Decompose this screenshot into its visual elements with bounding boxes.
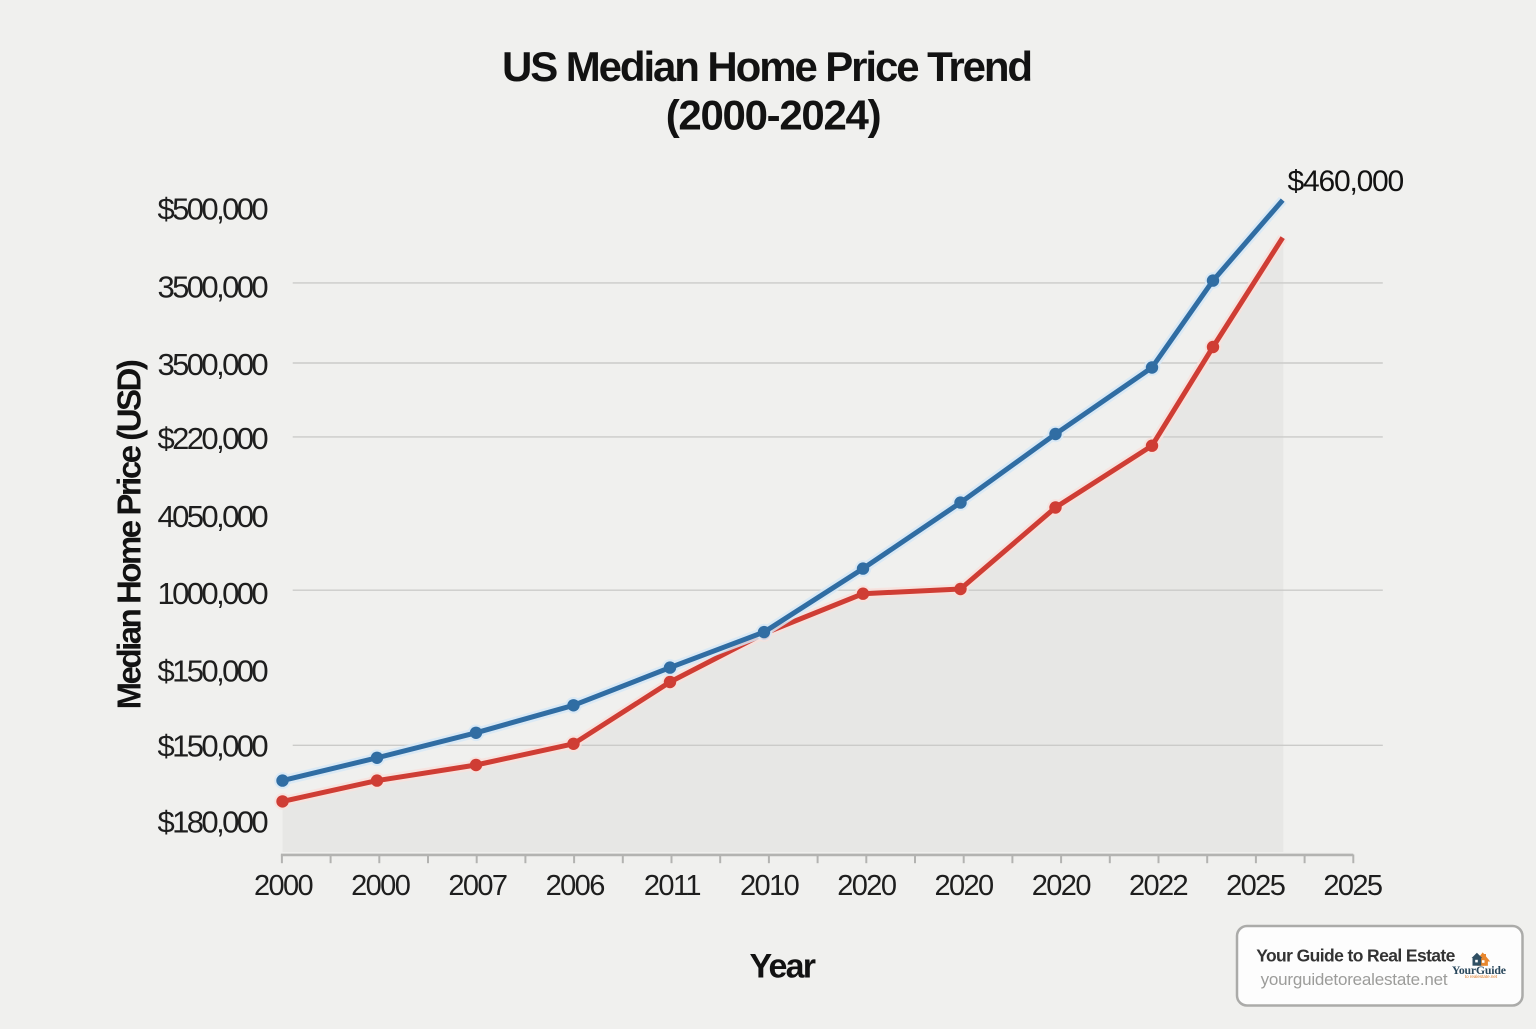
svg-text:2000: 2000 — [351, 870, 410, 902]
svg-text:2020: 2020 — [837, 870, 896, 902]
svg-text:3500,000: 3500,000 — [158, 347, 269, 382]
svg-text:Your Guide to Real Estate: Your Guide to Real Estate — [1256, 945, 1455, 965]
svg-text:to realestate.net: to realestate.net — [1465, 974, 1498, 979]
svg-text:2006: 2006 — [546, 870, 605, 902]
svg-text:YourGuide: YourGuide — [1452, 963, 1506, 977]
svg-text:US Median Home Price Trend: US Median Home Price Trend — [502, 43, 1031, 90]
svg-text:(2000-2024): (2000-2024) — [666, 91, 881, 138]
svg-text:$150,000: $150,000 — [158, 729, 269, 764]
svg-text:Year: Year — [749, 948, 815, 986]
svg-text:1000,000: 1000,000 — [158, 576, 269, 611]
svg-text:3500,000: 3500,000 — [158, 270, 269, 305]
svg-text:2025: 2025 — [1323, 870, 1382, 902]
svg-text:$460,000: $460,000 — [1288, 165, 1404, 198]
svg-text:2020: 2020 — [1032, 870, 1091, 902]
svg-text:2011: 2011 — [644, 870, 700, 902]
svg-text:2020: 2020 — [934, 870, 993, 902]
svg-text:4050,000: 4050,000 — [158, 499, 269, 534]
svg-text:$150,000: $150,000 — [158, 654, 269, 689]
svg-text:yourguidetorealestate.net: yourguidetorealestate.net — [1261, 970, 1448, 989]
svg-text:$180,000: $180,000 — [158, 805, 269, 840]
svg-text:2025: 2025 — [1226, 870, 1285, 902]
svg-text:2007: 2007 — [448, 870, 507, 902]
svg-text:2022: 2022 — [1129, 870, 1188, 902]
svg-text:2000: 2000 — [254, 870, 313, 902]
svg-text:2010: 2010 — [740, 870, 799, 902]
svg-text:$500,000: $500,000 — [158, 192, 269, 227]
svg-text:$220,000: $220,000 — [158, 421, 269, 456]
svg-text:Median Home Price (USD): Median Home Price (USD) — [111, 360, 148, 709]
